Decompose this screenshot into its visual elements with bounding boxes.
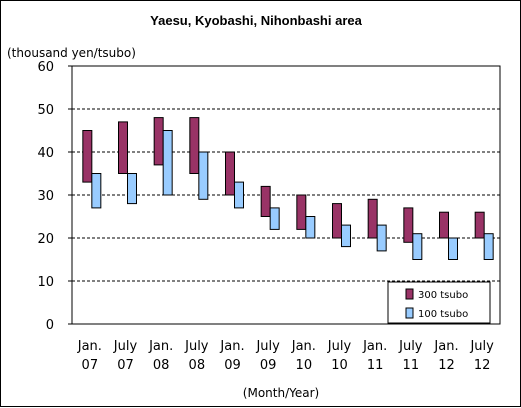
x-tick-label-year: 07 (82, 358, 99, 373)
y-tick-label: 10 (37, 275, 54, 290)
bar-300-tsubo (225, 151, 235, 196)
bar-100-tsubo (412, 233, 423, 260)
bar-100-tsubo (162, 130, 173, 196)
y-tick-label: 40 (37, 146, 54, 161)
bars (82, 117, 494, 260)
x-tick-label-month: Jan. (219, 339, 244, 354)
y-tick-label: 20 (37, 232, 54, 247)
legend-box (387, 281, 491, 324)
x-tick-label-year: 09 (260, 358, 277, 373)
x-tick-label-year: 12 (438, 358, 455, 373)
x-tick-label-year: 11 (367, 358, 384, 373)
bar-100-tsubo (305, 216, 316, 239)
legend-swatch-100-tsubo (405, 307, 414, 319)
x-tick-label-year: 08 (153, 358, 170, 373)
x-tick-label-month: July (398, 339, 423, 354)
legend: 300 tsubo 100 tsubo (387, 281, 491, 324)
x-tick-label-month: Jan. (362, 339, 387, 354)
y-tick-label: 0 (46, 318, 54, 333)
x-tick-label-month: Jan. (433, 339, 458, 354)
x-axis-label: (Month/Year) (243, 386, 319, 400)
x-tick-label-month: July (255, 339, 280, 354)
y-tick-label: 50 (37, 103, 54, 118)
bar-100-tsubo (448, 237, 458, 260)
bar-100-tsubo (127, 173, 137, 205)
bar-100-tsubo (483, 233, 494, 260)
x-tick-label-year: 10 (296, 358, 313, 373)
x-tick-label-month: July (184, 339, 209, 354)
bar-300-tsubo (439, 211, 449, 239)
x-tick-label-year: 12 (474, 358, 491, 373)
x-tick-label-year: 08 (189, 358, 206, 373)
x-tick-label-month: Jan. (77, 339, 102, 354)
bar-300-tsubo (403, 207, 414, 243)
x-tick-label-month: July (327, 339, 352, 354)
x-axis-ticks: Jan. 07 July 07 Jan. 08 July 08 Jan. 09 July 09 Jan.… (77, 339, 494, 373)
x-tick-label-year: 10 (331, 358, 348, 373)
bar-100-tsubo (198, 151, 209, 200)
x-tick-label-month: Jan. (148, 339, 173, 354)
bar-300-tsubo (367, 198, 378, 239)
x-tick-label-month: Jan. (291, 339, 316, 354)
legend-label-100-tsubo: 100 tsubo (418, 309, 468, 320)
bar-100-tsubo (91, 173, 102, 209)
bar-300-tsubo (332, 203, 342, 239)
y-axis-unit-label: (thousand yen/tsubo) (7, 46, 136, 60)
chart-title: Yaesu, Kyobashi, Nihonbashi area (150, 13, 362, 28)
bar-300-tsubo (189, 117, 200, 174)
y-tick-label: 60 (37, 60, 54, 75)
bar-300-tsubo (296, 194, 307, 230)
legend-swatch-300-tsubo (405, 288, 414, 300)
bar-100-tsubo (234, 181, 244, 209)
x-tick-label-year: 07 (117, 358, 134, 373)
bar-300-tsubo (474, 211, 485, 239)
x-tick-label-month: July (469, 339, 494, 354)
bar-300-tsubo (82, 130, 93, 183)
x-tick-label-year: 11 (403, 358, 420, 373)
bar-300-tsubo (153, 117, 164, 166)
bar-100-tsubo (269, 207, 280, 230)
gridlines (72, 108, 500, 282)
legend-label-300-tsubo: 300 tsubo (418, 290, 468, 301)
bar-100-tsubo (376, 224, 387, 252)
y-axis-ticks: 0 10 20 30 40 50 60 (37, 60, 72, 333)
y-tick-label: 30 (37, 189, 54, 204)
bar-300-tsubo (260, 185, 271, 217)
bar-100-tsubo (341, 224, 351, 248)
bar-300-tsubo (118, 121, 128, 174)
x-tick-label-month: July (113, 339, 138, 354)
x-tick-label-year: 09 (224, 358, 241, 373)
